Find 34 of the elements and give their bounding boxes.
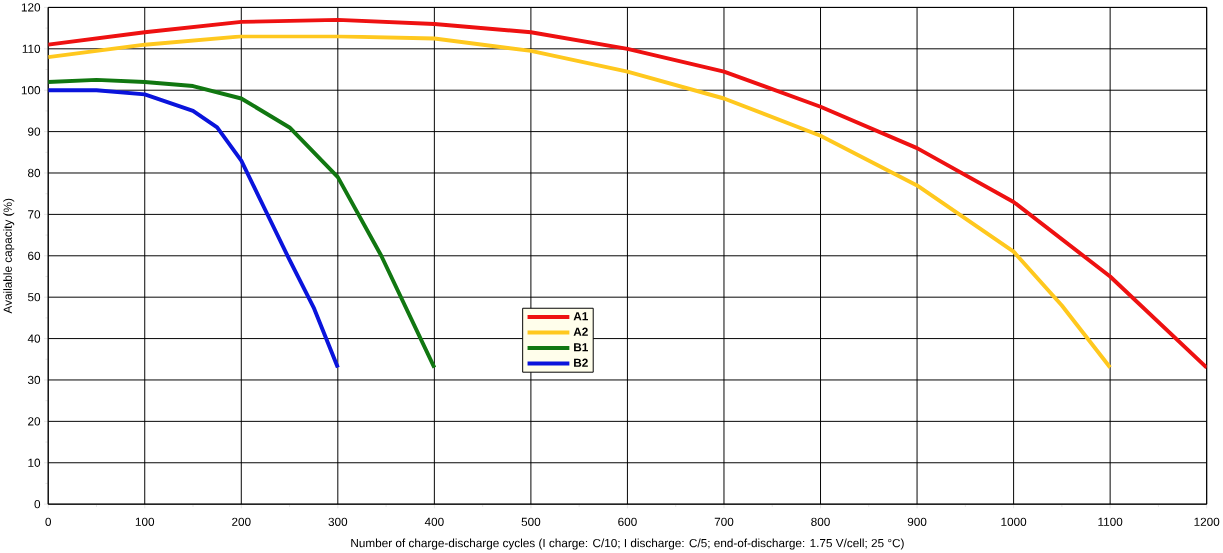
y-tick-label: 30 <box>27 375 41 385</box>
y-tick-label: 50 <box>27 293 41 302</box>
x-tick-label: 200 <box>232 517 251 527</box>
y-tick-label: 40 <box>27 334 41 343</box>
legend-label: A2 <box>573 327 588 336</box>
y-tick-label: 80 <box>27 168 41 178</box>
y-tick-label: 90 <box>28 127 41 136</box>
legend-label: B2 <box>574 358 588 367</box>
line-series <box>48 88 340 370</box>
x-tick-label: 300 <box>328 517 348 527</box>
y-tick-label: 100 <box>21 86 41 95</box>
legend-label: B1 <box>574 343 588 352</box>
x-axis-title: Number of charge-discharge cycles (I charge: C/10; I discharge: C/5; end-of-discharge: 1.75 V/cell; 25 °C) <box>351 538 904 550</box>
x-tick-label: 1200 <box>1194 517 1220 527</box>
y-axis-title: Available capacity (%) <box>3 198 15 314</box>
y-tick-label: 20 <box>28 417 41 426</box>
x-tick-label: 800 <box>811 517 830 527</box>
y-tick-label: 120 <box>21 3 41 12</box>
x-tick-label: 1100 <box>1098 517 1123 527</box>
legend-label: A1 <box>573 312 588 321</box>
x-tick-label: 500 <box>521 517 541 527</box>
y-tick-label: 70 <box>28 210 41 219</box>
y-tick-label: 110 <box>22 44 41 54</box>
x-tick-label: 600 <box>618 517 637 527</box>
y-tick-label: 60 <box>28 251 41 261</box>
x-tick-label: 1000 <box>1001 517 1027 527</box>
x-tick-label: 700 <box>714 517 734 527</box>
line-series <box>48 78 437 370</box>
x-tick-label: 900 <box>907 517 927 527</box>
x-tick-label: 400 <box>424 517 444 527</box>
x-tick-label: 0 <box>45 517 52 527</box>
y-tick-label: 10 <box>28 458 41 467</box>
x-tick-label: 100 <box>135 517 155 527</box>
y-tick-label: 0 <box>34 500 41 509</box>
